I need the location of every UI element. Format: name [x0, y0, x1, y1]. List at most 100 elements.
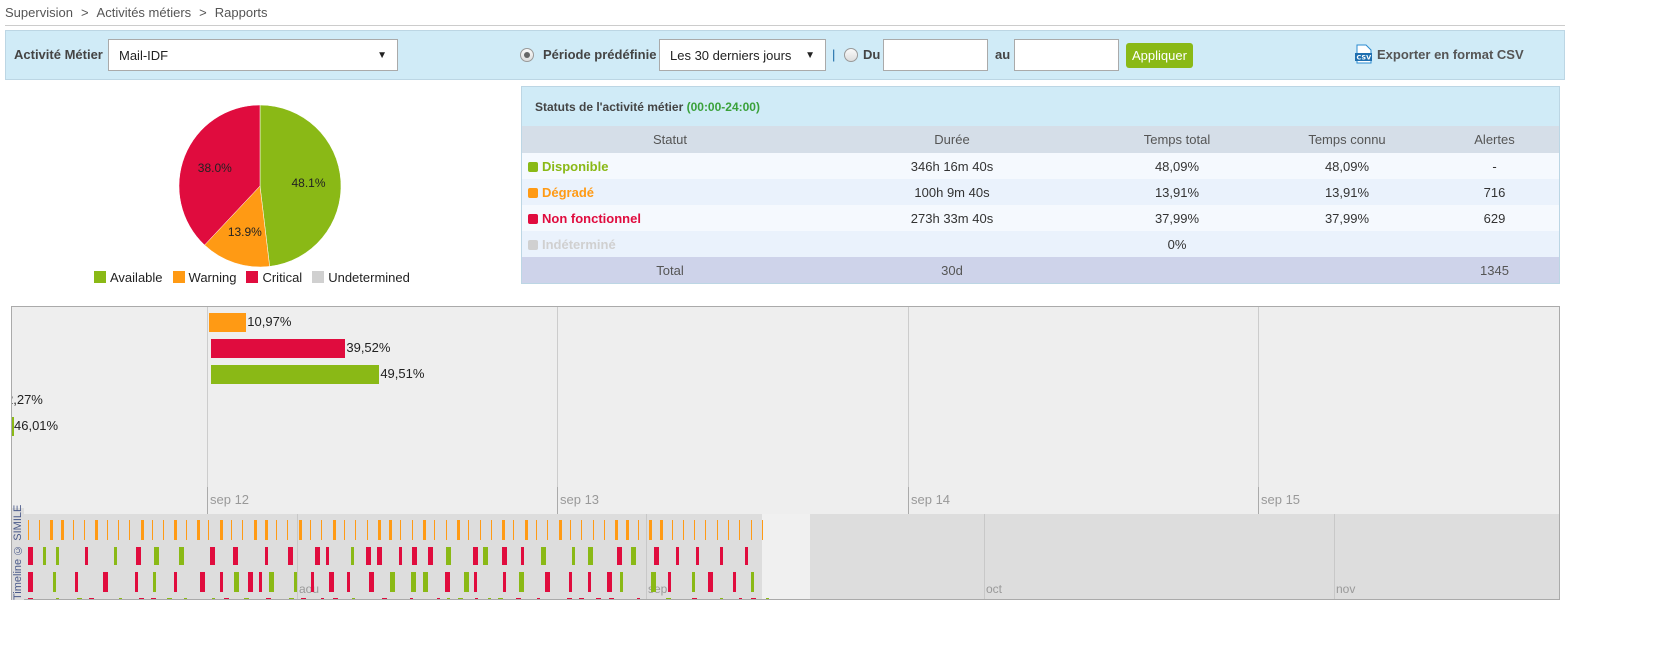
overview-event [321, 520, 322, 540]
col-alertes: Alertes [1474, 132, 1515, 147]
timeline-overview[interactable]: aou sep oct nov [12, 514, 1559, 599]
status-color-icon [528, 161, 538, 172]
bar-label: 46,01% [14, 418, 59, 433]
separator: | [832, 47, 836, 62]
overview-event [136, 547, 141, 565]
breadcrumb-supervision[interactable]: Supervision [5, 5, 73, 20]
month-gridline [1334, 514, 1335, 599]
pie-slice-warning[interactable] [204, 185, 270, 268]
overview-event [567, 598, 572, 599]
overview-event [242, 520, 243, 540]
export-csv-button[interactable]: CSV Exporter en format CSV [1355, 44, 1524, 64]
overview-highlight[interactable] [762, 514, 810, 599]
overview-event [311, 572, 314, 592]
custom-period-radio[interactable] [844, 48, 858, 62]
overview-event [326, 547, 329, 565]
status-name: Indéterminé [542, 236, 616, 252]
legend-label: Available [110, 270, 163, 285]
overview-event [672, 520, 673, 540]
duration-cell: 100h 9m 40s [914, 184, 990, 200]
overview-event [620, 572, 623, 592]
overview-event [174, 520, 177, 540]
overview-event [751, 520, 752, 540]
status-cell: Disponible [522, 159, 812, 174]
overview-event [651, 572, 656, 592]
overview-event [604, 520, 605, 540]
alerts-cell: 629 [1483, 210, 1506, 226]
overview-event [468, 520, 469, 540]
overview-event [596, 598, 601, 599]
available-bar[interactable] [211, 365, 380, 384]
overview-event [129, 520, 130, 540]
dropdown-arrow-icon: ▼ [805, 49, 815, 61]
status-color-icon [528, 187, 538, 198]
table-row: Indéterminé 0% [522, 231, 1559, 257]
overview-event [399, 547, 402, 565]
to-date-input[interactable] [1014, 39, 1119, 71]
overview-event [668, 572, 671, 592]
total-time-cell: 48,09% [1154, 158, 1200, 174]
overview-event [56, 547, 59, 565]
overview-event [351, 547, 354, 565]
breadcrumb: Supervision > Activités métiers > Rapports [5, 5, 268, 20]
from-date-input[interactable] [883, 39, 988, 71]
pie-slice-available[interactable] [259, 104, 342, 267]
overview-event [167, 598, 172, 599]
overview-event [378, 520, 381, 540]
overview-event [153, 572, 156, 592]
breadcrumb-separator: > [199, 5, 207, 20]
table-total-row: Total 30d 1345 [522, 257, 1559, 283]
pie-chart: 48.1% 13.9% 38.0% [178, 104, 342, 268]
legend-item[interactable]: Available [94, 270, 163, 285]
overview-event [423, 520, 426, 540]
legend-item[interactable]: Undetermined [312, 270, 410, 285]
overview-event [400, 520, 401, 540]
overview-event [593, 520, 594, 540]
overview-event [163, 520, 164, 540]
warning-bar[interactable] [209, 313, 247, 332]
month-label: oct [986, 582, 1003, 596]
overview-event [75, 572, 78, 592]
col-statut: Statut [653, 132, 687, 147]
overview-event [423, 572, 428, 592]
overview-event [344, 520, 345, 540]
overview-event [179, 547, 184, 565]
timeline[interactable]: sep 12 sep 13 sep 14 sep 15 2,27% 46,01% 10,97… [11, 306, 1560, 600]
known-time-cell: 37,99% [1324, 210, 1370, 226]
overview-event [390, 572, 395, 592]
month-gridline [297, 514, 298, 599]
period-select[interactable]: Les 30 derniers jours ▼ [659, 39, 826, 71]
overview-event [299, 520, 302, 540]
overview-event [536, 520, 537, 540]
overview-event [89, 598, 94, 599]
legend-item[interactable]: Warning [172, 270, 236, 285]
predefined-period-radio[interactable] [520, 48, 534, 62]
day-gridline [557, 307, 558, 514]
duration-cell: 346h 16m 40s [910, 158, 994, 174]
overview-event [547, 520, 548, 540]
overview-event [107, 520, 108, 540]
divider [5, 25, 1565, 26]
overview-event [694, 520, 695, 540]
filter-toolbar: Activité Métier Mail-IDF ▼ Période prédéf… [5, 30, 1565, 80]
period-label: Période prédéfinie [543, 47, 657, 62]
overview-event [355, 520, 356, 540]
legend-item[interactable]: Critical [246, 270, 302, 285]
available-bar[interactable] [12, 417, 14, 436]
critical-bar[interactable] [211, 339, 346, 358]
overview-event [28, 572, 33, 592]
date-label: sep 13 [560, 492, 600, 507]
legend-swatch-icon [94, 271, 106, 283]
overview-event [224, 598, 229, 599]
overview-event [572, 547, 575, 565]
apply-button[interactable]: Appliquer [1126, 43, 1193, 68]
overview-event [502, 547, 507, 565]
activity-select[interactable]: Mail-IDF ▼ [108, 39, 398, 71]
overview-event [152, 520, 153, 540]
pie-slice-critical[interactable] [178, 104, 261, 246]
dropdown-arrow-icon: ▼ [377, 49, 387, 61]
overview-event [259, 572, 262, 592]
breadcrumb-activites[interactable]: Activités métiers [96, 5, 192, 20]
total-time-cell: 37,99% [1154, 210, 1200, 226]
overview-event [234, 572, 239, 592]
